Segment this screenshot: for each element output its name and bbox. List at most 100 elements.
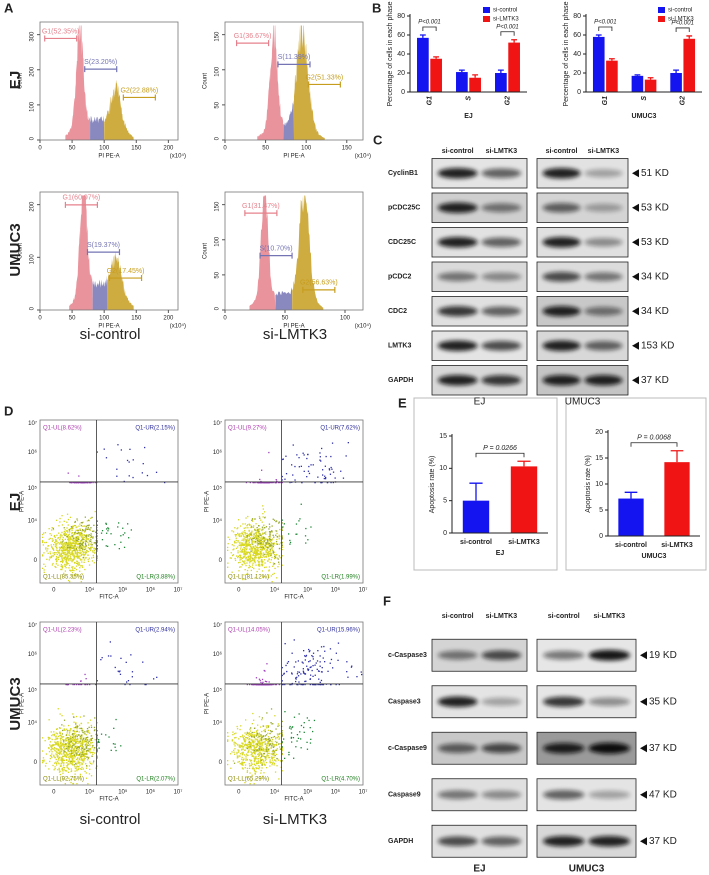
event-dot [85,737,87,739]
event-dot [96,748,98,750]
event-dot [79,764,81,766]
event-dot [267,543,269,546]
event-dot [263,566,266,569]
event-dot [86,730,88,732]
event-dot [321,667,323,669]
event-dot [90,735,92,737]
event-dot [78,761,80,763]
event-dot [321,671,323,673]
event-dot [303,671,305,673]
event-dot [243,536,245,538]
event-dot [314,481,316,484]
bar [510,466,538,533]
event-dot [78,536,80,538]
event-dot [52,527,54,530]
event-dot [261,755,263,757]
event-dot [241,756,243,759]
event-dot [264,562,266,564]
event-dot [64,748,66,750]
event-dot [240,566,242,568]
event-dot [63,534,66,536]
event-dot [83,748,85,750]
event-dot [240,544,242,547]
event-dot [278,534,280,536]
event-dot [243,552,245,554]
event-dot [274,530,277,532]
event-dot [303,731,305,733]
event-dot [246,545,248,547]
event-dot [114,746,116,748]
event-dot [242,556,244,558]
event-dot [57,748,59,750]
event-dot [273,544,275,546]
event-dot [245,558,247,560]
event-dot [72,730,74,732]
event-dot [244,548,246,550]
event-dot [59,539,61,541]
chart-frame [565,397,707,571]
event-dot [309,666,311,669]
event-dot [73,548,76,550]
size-label: 53 KD [641,202,669,213]
event-dot [240,543,242,546]
y-tick-label: 10⁴ [213,518,223,525]
event-dot [278,521,280,523]
event-dot [87,554,89,556]
blot-band [584,374,623,386]
event-dot [319,452,321,454]
event-dot [74,575,76,577]
event-dot [266,683,269,686]
event-dot [269,545,271,548]
blot-band [481,168,522,178]
event-dot [53,544,55,546]
event-dot [256,537,258,540]
significance-bracket [500,31,515,36]
event-dot [53,755,55,758]
y-axis-label: PI PE-A [205,693,211,714]
event-dot [250,550,252,552]
event-dot [242,523,244,525]
event-dot [242,542,244,544]
event-dot [73,558,75,560]
event-dot [97,740,99,743]
row-label: UMUC3 [7,677,24,730]
x-tick-label: 0 [38,316,42,322]
event-dot [307,453,309,456]
event-dot [267,542,269,544]
event-dot [256,731,258,733]
event-dot [262,544,264,546]
event-dot [290,736,293,739]
event-dot [246,732,248,734]
event-dot [84,516,86,518]
event-dot [245,540,247,542]
event-dot [86,765,88,767]
event-dot [82,731,84,734]
event-dot [230,753,232,755]
event-dot [329,662,331,664]
event-dot [62,758,64,761]
event-dot [142,661,144,663]
event-dot [254,556,256,559]
event-dot [79,553,81,555]
event-dot [238,535,241,538]
event-dot [86,541,88,543]
event-dot [322,474,324,476]
y-tick-label: 10⁴ [28,720,38,727]
event-dot [74,732,76,734]
event-dot [44,541,46,544]
event-dot [345,455,347,457]
event-dot [307,539,309,541]
event-dot [81,763,83,765]
event-dot [337,659,339,661]
event-dot [74,521,76,523]
event-dot [61,767,63,769]
event-dot [96,733,98,735]
event-dot [281,481,283,484]
event-dot [67,562,69,565]
event-dot [75,526,77,529]
protein-label: c-Caspase3 [388,652,427,659]
event-dot [302,670,304,672]
event-dot [91,560,94,562]
event-dot [261,719,263,721]
event-dot [57,769,59,771]
